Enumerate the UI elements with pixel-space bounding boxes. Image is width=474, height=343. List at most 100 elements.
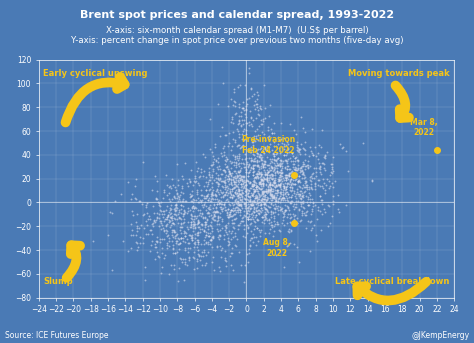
Point — [336, 142, 344, 147]
Point — [141, 264, 148, 269]
Point — [259, 193, 266, 199]
Point — [238, 190, 246, 196]
Point — [277, 170, 285, 175]
Point — [133, 212, 141, 217]
Point — [234, 202, 242, 208]
Point — [241, 213, 249, 219]
Point — [242, 167, 249, 173]
Point — [280, 193, 287, 198]
Point — [210, 201, 218, 206]
Point — [173, 201, 180, 206]
Point — [283, 173, 291, 178]
Text: Late cyclical breakdown: Late cyclical breakdown — [336, 277, 450, 286]
Point — [195, 182, 203, 188]
Point — [172, 187, 180, 193]
Point — [239, 129, 246, 134]
Point — [233, 201, 241, 206]
Point — [294, 158, 302, 164]
Point — [150, 218, 157, 224]
Point — [211, 213, 219, 218]
Point — [264, 174, 271, 180]
Point — [291, 201, 298, 206]
Point — [137, 222, 145, 227]
Point — [268, 191, 275, 197]
Point — [194, 239, 202, 245]
Point — [179, 239, 187, 244]
Point — [271, 178, 278, 184]
Point — [254, 198, 261, 204]
Point — [227, 209, 234, 215]
Point — [251, 195, 259, 200]
Point — [270, 180, 278, 186]
Point — [266, 181, 273, 186]
Point — [246, 169, 253, 175]
Point — [152, 196, 159, 201]
Point — [270, 192, 277, 198]
Point — [182, 161, 189, 166]
Point — [263, 211, 270, 216]
Point — [225, 175, 233, 181]
Point — [217, 176, 224, 181]
Point — [318, 227, 325, 233]
Point — [237, 262, 245, 267]
Point — [257, 156, 264, 161]
Point — [249, 190, 256, 196]
Point — [232, 201, 240, 206]
Point — [282, 142, 290, 147]
Point — [180, 235, 187, 241]
Point — [168, 176, 176, 182]
Point — [246, 196, 254, 201]
Point — [281, 152, 288, 157]
Point — [184, 183, 191, 189]
Point — [171, 222, 178, 227]
Point — [251, 219, 258, 224]
Point — [260, 196, 268, 201]
Point — [296, 184, 303, 189]
Point — [231, 217, 239, 222]
Point — [319, 160, 327, 165]
Point — [268, 159, 275, 165]
Point — [260, 151, 267, 156]
Point — [317, 198, 324, 203]
Point — [186, 178, 194, 184]
Point — [175, 266, 182, 271]
Point — [273, 182, 280, 188]
Point — [222, 185, 229, 190]
Point — [236, 160, 243, 166]
Point — [143, 210, 150, 215]
Point — [118, 191, 125, 196]
Point — [230, 169, 238, 174]
Point — [239, 186, 247, 191]
Point — [170, 215, 178, 221]
Point — [191, 205, 198, 211]
Point — [194, 217, 201, 222]
Point — [272, 184, 280, 189]
Point — [230, 208, 238, 213]
Point — [280, 184, 288, 190]
Point — [277, 158, 284, 163]
Point — [224, 238, 232, 244]
Point — [259, 116, 267, 121]
Point — [207, 237, 214, 243]
Point — [273, 192, 281, 198]
Point — [281, 164, 289, 170]
Point — [293, 221, 301, 226]
Point — [210, 212, 218, 218]
Point — [196, 225, 203, 230]
Point — [249, 137, 257, 142]
Point — [283, 184, 291, 189]
Point — [217, 178, 224, 183]
Point — [203, 193, 210, 198]
Point — [309, 153, 317, 158]
Point — [111, 198, 118, 203]
Point — [244, 259, 251, 265]
Point — [216, 243, 224, 248]
Point — [262, 211, 270, 217]
Point — [301, 163, 309, 168]
Point — [321, 155, 329, 161]
Point — [155, 224, 163, 229]
Point — [237, 218, 245, 224]
Point — [140, 211, 147, 216]
Point — [298, 199, 306, 205]
Point — [222, 189, 230, 194]
